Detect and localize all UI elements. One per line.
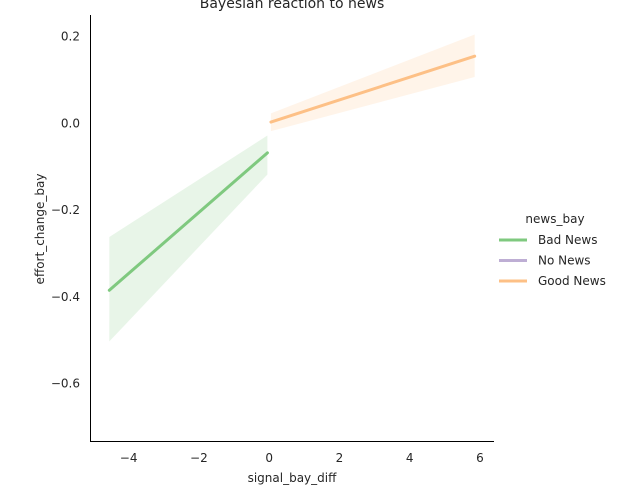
- legend-label-good-news: Good News: [538, 274, 606, 288]
- series-line-bad-news: [107, 151, 269, 292]
- confidence-band-good-news: [270, 34, 475, 132]
- x-axis-label: signal_bay_diff: [248, 471, 338, 485]
- legend: news_bay Bad News No News Good News: [499, 212, 606, 288]
- legend-label-bad-news: Bad News: [538, 233, 597, 247]
- x-tick-label: −2: [190, 451, 208, 465]
- y-tick-label: 0.0: [61, 116, 80, 130]
- x-tick-label: 4: [406, 451, 414, 465]
- y-tick-label: −0.2: [51, 203, 80, 217]
- x-tick-label: 2: [336, 451, 344, 465]
- y-tick-label: 0.2: [61, 30, 80, 44]
- legend-label-no-news: No News: [538, 254, 591, 268]
- y-tick-label: −0.4: [51, 290, 80, 304]
- x-tick-label: 0: [265, 451, 273, 465]
- chart-title: Bayesian reaction to news: [200, 0, 385, 12]
- y-axis-label: effort_change_bay: [33, 174, 47, 285]
- y-tick-label: −0.6: [51, 376, 80, 390]
- series-line-good-news: [269, 54, 477, 124]
- confidence-band-bad-news: [109, 135, 268, 342]
- x-tick-label: 6: [476, 451, 484, 465]
- legend-title: news_bay: [525, 212, 584, 226]
- x-tick-label: −4: [120, 451, 138, 465]
